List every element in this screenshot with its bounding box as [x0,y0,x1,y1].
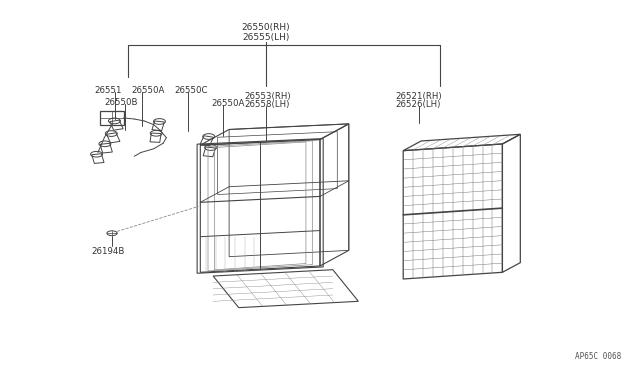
Text: 26550A: 26550A [211,99,244,108]
Text: 26550(RH): 26550(RH) [241,23,290,32]
Text: 26550C: 26550C [174,86,207,94]
Text: 26526(LH): 26526(LH) [396,100,441,109]
Text: 26550A: 26550A [132,86,165,94]
Text: 26194B: 26194B [91,247,124,256]
Text: AP65C 0068: AP65C 0068 [575,352,621,361]
Text: 26555(LH): 26555(LH) [242,33,289,42]
Text: 26551: 26551 [95,86,122,94]
Text: 26553(RH): 26553(RH) [244,92,291,101]
Text: 26558(LH): 26558(LH) [244,100,290,109]
Text: 26521(RH): 26521(RH) [396,92,442,101]
Text: 26550B: 26550B [104,98,138,107]
